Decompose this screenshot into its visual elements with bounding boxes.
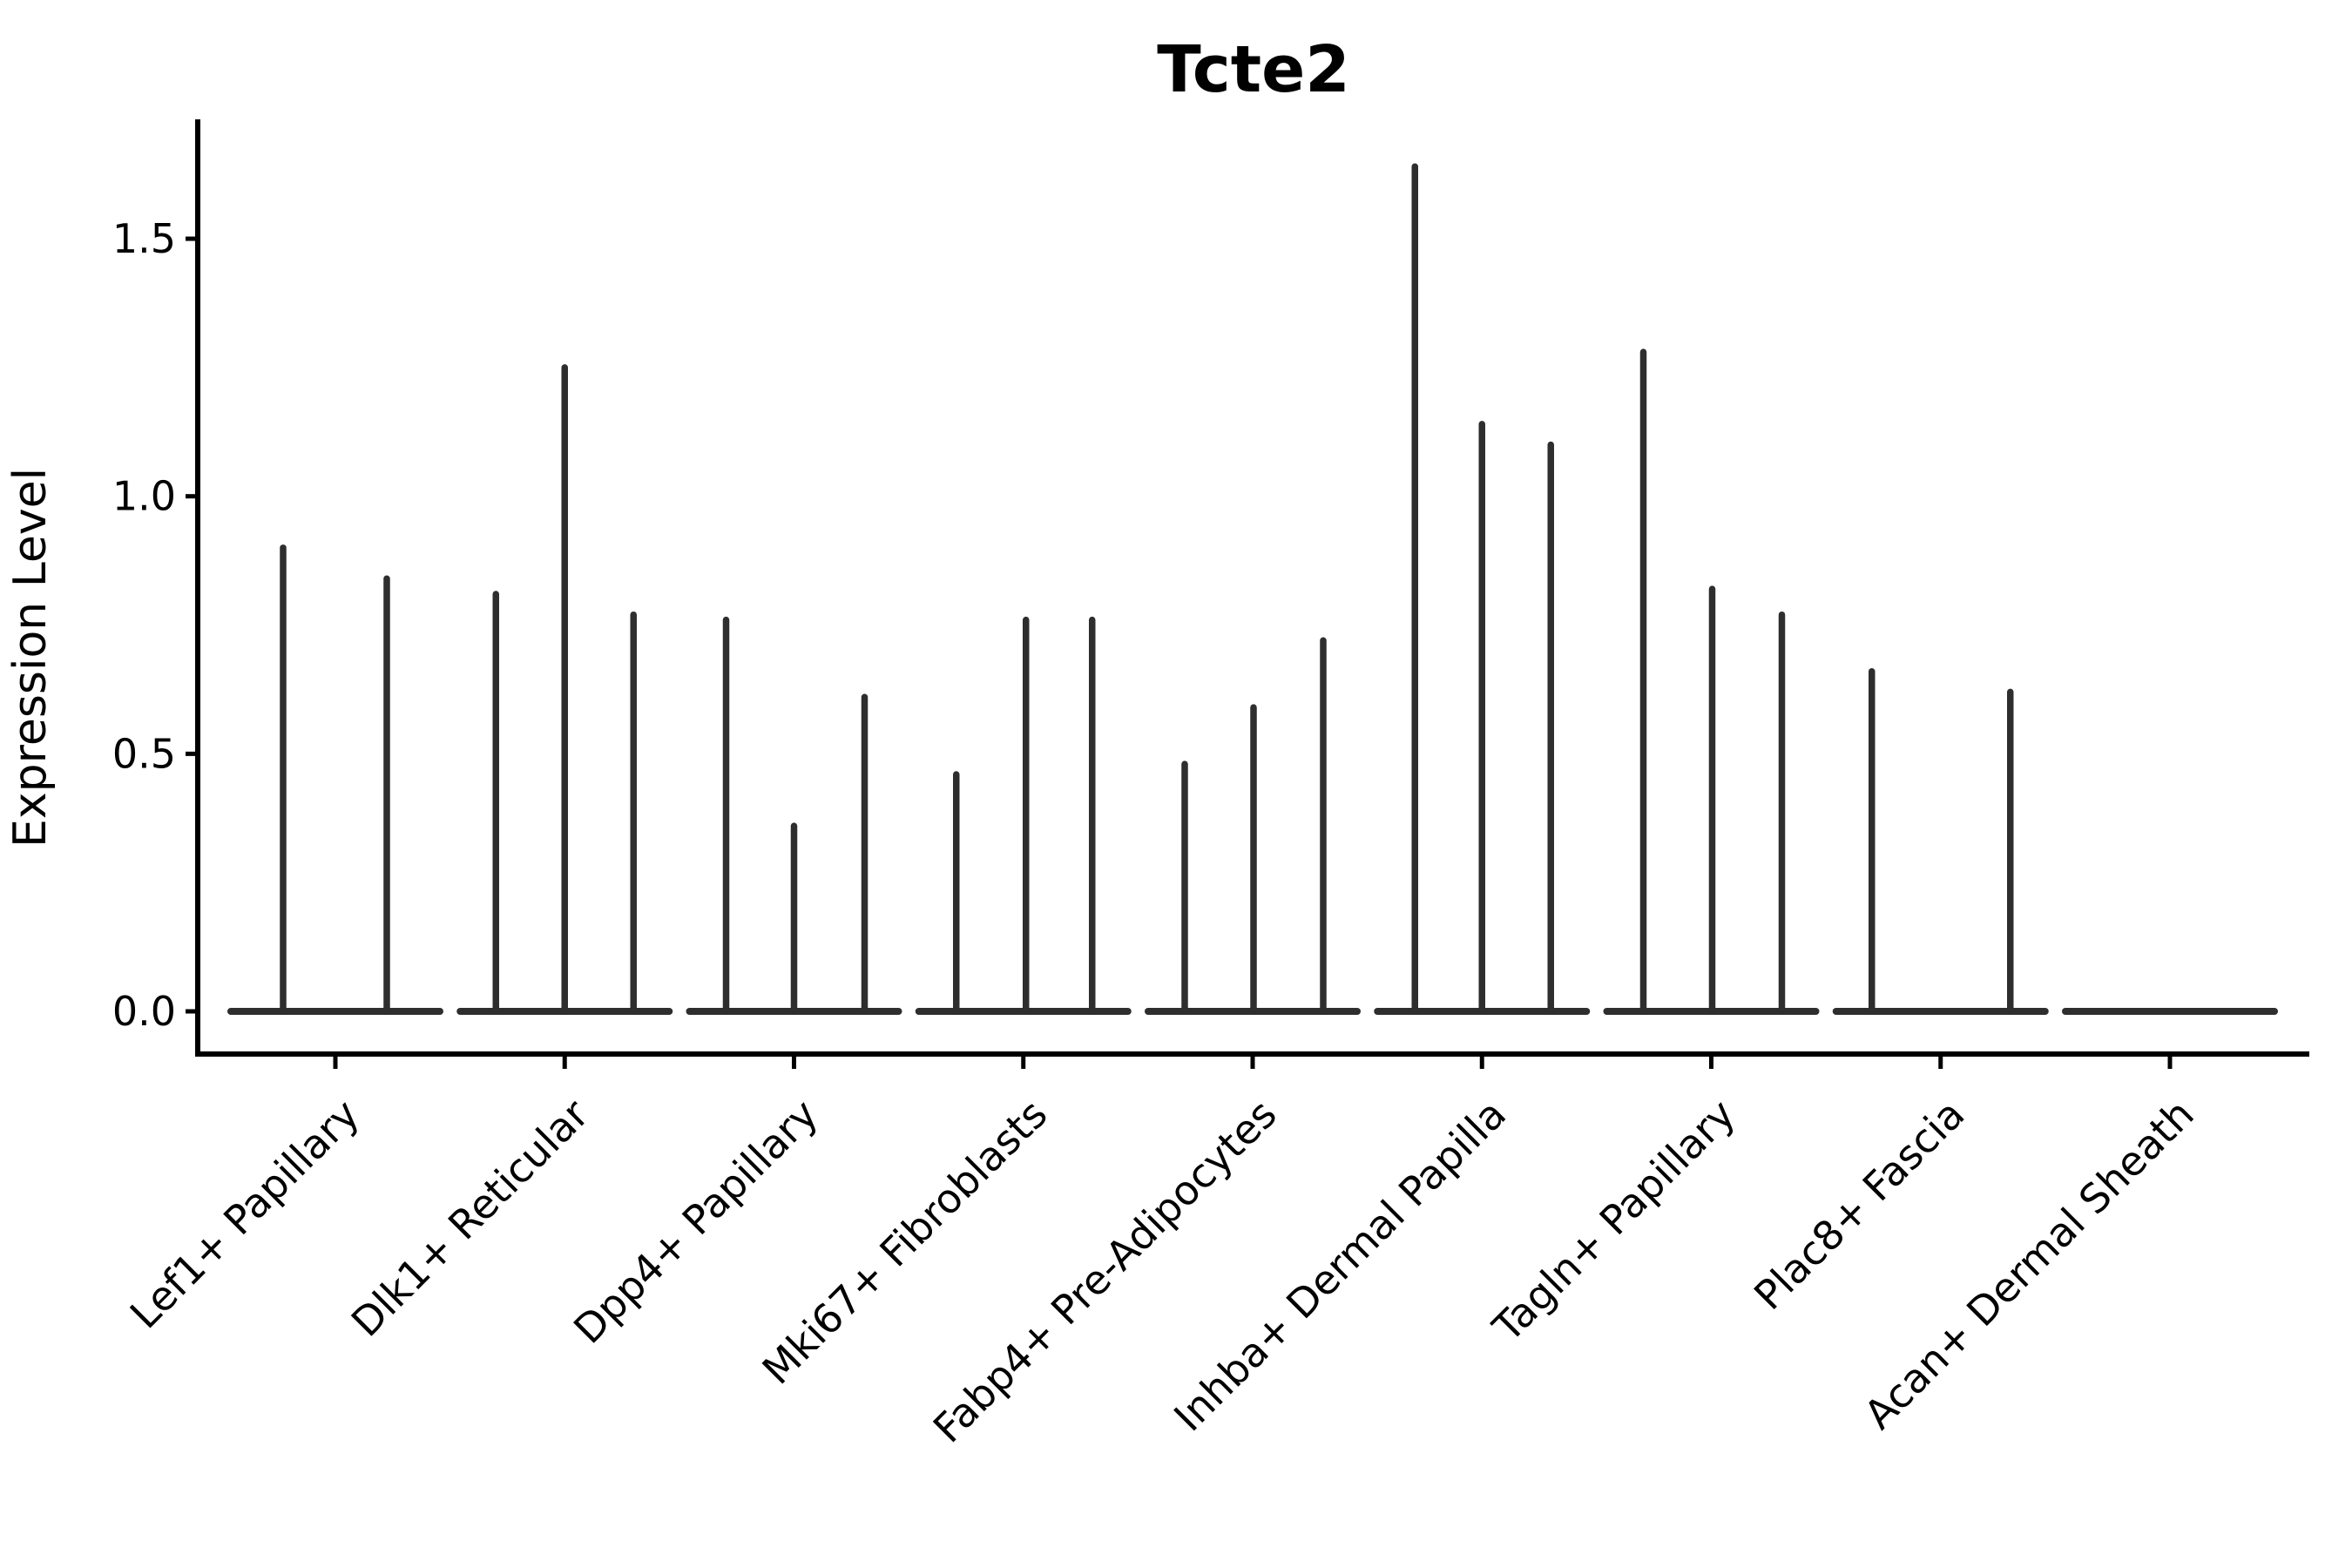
violin-group xyxy=(227,544,443,1015)
y-tick-label: 0.0 xyxy=(112,988,176,1035)
violin-group xyxy=(1145,637,1361,1015)
x-tick-label: Plac8+ Fascia xyxy=(1745,1091,1973,1319)
violins xyxy=(227,163,2278,1015)
chart-title: Tcte2 xyxy=(1157,32,1350,107)
violin-group xyxy=(456,364,673,1015)
y-axis-label: Expression Level xyxy=(4,468,57,848)
x-tick-label: Dlk1+ Reticular xyxy=(342,1091,598,1346)
y-tick-label: 1.0 xyxy=(112,473,176,520)
violin-group xyxy=(686,616,902,1015)
y-tick-label: 0.5 xyxy=(112,730,176,777)
violin-group xyxy=(1603,348,1820,1015)
x-tick-label: Dpp4+ Papillary xyxy=(564,1091,827,1353)
x-tick-label: Tagln+ Papillary xyxy=(1484,1091,1745,1352)
violin-group xyxy=(1374,163,1591,1015)
violin-group xyxy=(915,616,1132,1015)
x-tick-label: Lef1+ Papillary xyxy=(121,1091,368,1338)
y-axis-ticks: 0.0 0.5 1.0 1.5 xyxy=(112,215,198,1035)
y-tick-label: 1.5 xyxy=(112,215,176,262)
violin-group xyxy=(1832,667,2049,1015)
